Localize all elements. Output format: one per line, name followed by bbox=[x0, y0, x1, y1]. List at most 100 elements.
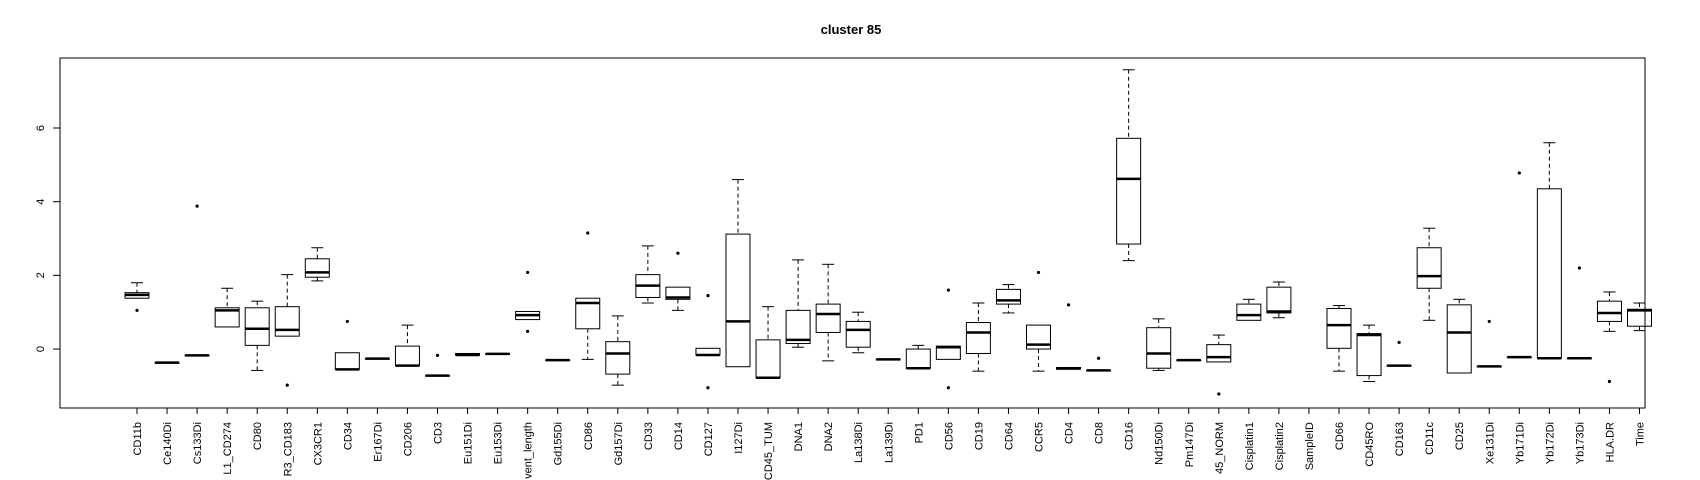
x-tick-label: CD206 bbox=[402, 422, 414, 456]
box-Eu153Di bbox=[485, 352, 511, 356]
box-Gd157Di bbox=[605, 315, 631, 386]
x-tick-label: CD45RO bbox=[1364, 422, 1376, 467]
box-Cisplatin1 bbox=[1236, 298, 1262, 321]
box-iqr bbox=[665, 286, 691, 300]
outlier-point bbox=[345, 319, 349, 324]
box-CD8 bbox=[1086, 356, 1112, 372]
x-tick-label: Er167Di bbox=[372, 422, 384, 462]
x-tick-label: CD127 bbox=[703, 422, 715, 456]
x-tick-label: CD8 bbox=[1094, 422, 1106, 444]
outlier-point bbox=[1607, 379, 1612, 384]
outlier-point bbox=[285, 383, 289, 387]
box-iqr bbox=[1416, 247, 1442, 289]
outlier-point bbox=[526, 329, 530, 333]
box-iqr bbox=[304, 258, 330, 278]
outlier-point bbox=[435, 353, 440, 357]
box-iqr bbox=[1026, 324, 1051, 350]
outlier-point bbox=[526, 270, 530, 275]
x-tick-label: Cisplatin1 bbox=[1244, 422, 1256, 470]
y-tick-label: 6 bbox=[35, 125, 47, 131]
x-tick-label: CD11c bbox=[1424, 422, 1436, 455]
box-iqr bbox=[1266, 286, 1292, 314]
y-tick-label: 4 bbox=[35, 199, 47, 205]
x-tick-label: Gd157Di bbox=[613, 422, 625, 465]
box-CD45RO bbox=[1356, 324, 1382, 382]
box-CD25 bbox=[1446, 298, 1472, 374]
box-HLA.DR bbox=[1596, 291, 1622, 384]
box-CD56 bbox=[935, 288, 961, 390]
x-tick-label: Pm147Di bbox=[1184, 422, 1196, 467]
y-tick-label: 2 bbox=[35, 272, 47, 278]
x-tick-label: R3_CD183 bbox=[282, 422, 294, 476]
x-tick-label: CD33 bbox=[643, 422, 655, 450]
box-Er167Di bbox=[364, 357, 390, 360]
x-tick-label: SampleID bbox=[1304, 422, 1316, 470]
y-tick-label: 0 bbox=[35, 346, 47, 352]
box-iqr bbox=[274, 306, 300, 337]
x-tick-label: Cs133Di bbox=[192, 422, 204, 464]
box-Yb172Di bbox=[1536, 142, 1562, 360]
box-iqr bbox=[1146, 327, 1172, 369]
box-DNA2 bbox=[815, 263, 841, 362]
box-vent_length bbox=[515, 270, 541, 333]
box-CD11c bbox=[1416, 227, 1442, 321]
box-CCR5 bbox=[1026, 270, 1051, 372]
x-tick-label: CD163 bbox=[1394, 422, 1406, 456]
box-45_NORM bbox=[1206, 334, 1232, 396]
x-tick-label: vent_length bbox=[523, 422, 535, 479]
box-CD45_TUM bbox=[755, 306, 781, 380]
box-L1_CD274 bbox=[214, 287, 240, 328]
x-tick-label: La139Di bbox=[883, 422, 895, 463]
box-CX3CR1 bbox=[304, 247, 330, 282]
box-CD19 bbox=[965, 302, 991, 372]
x-tick-label: Eu153Di bbox=[493, 422, 505, 464]
x-tick-label: CD16 bbox=[1124, 422, 1136, 450]
box-CD34 bbox=[334, 319, 360, 371]
x-tick-label: DNA2 bbox=[823, 422, 835, 451]
x-tick-label: CD34 bbox=[342, 422, 354, 450]
outlier-point bbox=[706, 386, 710, 390]
x-tick-label: I127Di bbox=[733, 422, 745, 454]
x-tick-label: CD66 bbox=[1334, 422, 1346, 450]
box-iqr bbox=[244, 307, 270, 346]
x-tick-label: CD25 bbox=[1454, 422, 1466, 450]
box-CD33 bbox=[635, 245, 661, 304]
outlier-point bbox=[195, 204, 199, 208]
x-tick-label: CD14 bbox=[673, 422, 685, 450]
outlier-point bbox=[1487, 319, 1491, 324]
outlier-point bbox=[676, 251, 680, 255]
x-tick-label: CD56 bbox=[943, 422, 955, 450]
box-Yb173Di bbox=[1566, 266, 1592, 360]
box-Gd155Di bbox=[545, 358, 571, 362]
x-tick-label: CX3CR1 bbox=[312, 422, 324, 465]
x-tick-label: La138Di bbox=[853, 422, 865, 463]
outlier-point bbox=[586, 231, 590, 235]
outlier-point bbox=[706, 294, 710, 298]
x-tick-label: CCR5 bbox=[1034, 422, 1046, 452]
x-tick-label: CD11b bbox=[132, 422, 144, 455]
outlier-point bbox=[1397, 340, 1401, 345]
box-iqr bbox=[1627, 308, 1652, 327]
outlier-point bbox=[135, 308, 139, 312]
outlier-point bbox=[1066, 303, 1071, 307]
outlier-point bbox=[1517, 171, 1521, 175]
box-CD3 bbox=[425, 353, 450, 377]
box-iqr bbox=[785, 309, 811, 345]
box-CD64 bbox=[995, 284, 1021, 314]
box-iqr bbox=[725, 233, 751, 368]
x-tick-label: HLA.DR bbox=[1604, 422, 1616, 462]
box-iqr bbox=[845, 320, 871, 348]
box-Yb171Di bbox=[1506, 171, 1532, 359]
box-iqr bbox=[1356, 333, 1382, 377]
x-tick-label: Time bbox=[1635, 422, 1647, 446]
x-tick-label: Gd155Di bbox=[553, 422, 565, 465]
box-iqr bbox=[815, 303, 841, 333]
x-tick-label: Xe131Di bbox=[1484, 422, 1496, 464]
box-CD206 bbox=[394, 324, 420, 367]
box-iqr bbox=[605, 341, 631, 375]
x-tick-label: Nd150Di bbox=[1154, 422, 1166, 465]
chart-title: cluster 85 bbox=[821, 22, 882, 37]
box-CD86 bbox=[575, 231, 601, 360]
box-Cs133Di bbox=[184, 204, 210, 357]
x-tick-label: 45_NORM bbox=[1214, 422, 1226, 474]
